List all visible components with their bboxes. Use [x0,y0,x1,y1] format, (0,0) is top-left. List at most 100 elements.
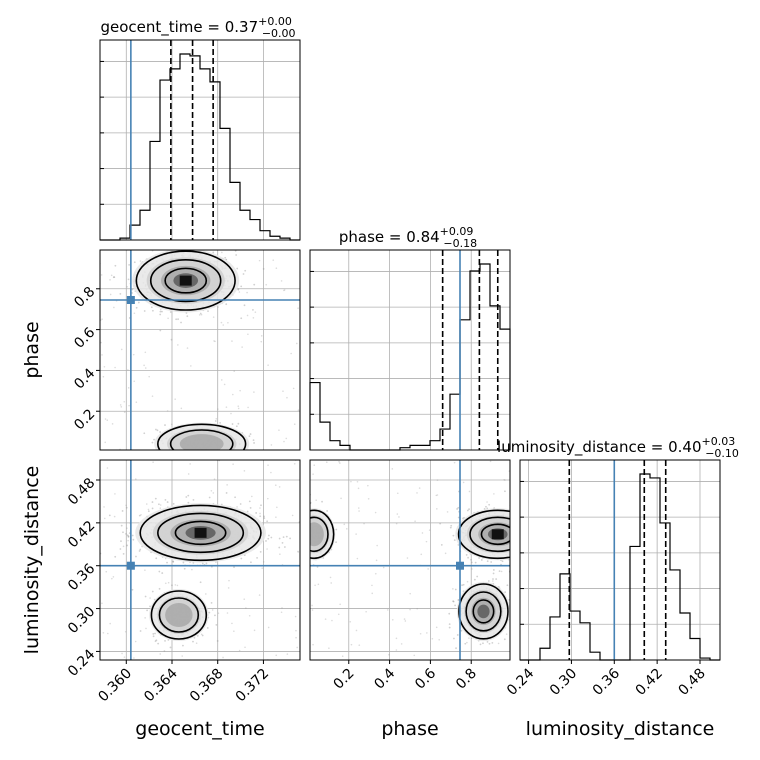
sample-point [522,545,524,547]
sample-point [145,627,147,630]
sample-point [126,285,129,288]
sample-point [513,527,515,529]
sample-point [101,354,103,356]
sample-point [530,541,532,543]
sample-point [317,583,320,586]
sample-point [303,529,305,531]
sample-point [158,503,160,506]
sample-point [521,535,523,537]
sample-point [530,554,532,556]
sample-point [198,314,201,316]
sample-point [403,618,406,620]
sample-point [270,536,273,539]
sample-point [510,617,512,619]
sample-point [222,456,224,458]
sample-point [542,550,544,552]
contour-line [465,591,502,632]
sample-point [111,423,114,425]
sample-point [225,454,227,456]
sample-point [172,502,175,505]
sample-point [357,487,360,490]
sample-point [304,531,306,533]
sample-point [513,519,515,521]
sample-point [416,607,419,610]
sample-point [267,534,270,537]
sample-point [170,338,173,341]
sample-point [151,507,154,510]
sample-point [139,630,142,632]
sample-point [546,525,548,527]
sample-point [275,654,278,657]
sample-point [425,540,428,543]
sample-point [205,246,207,248]
sample-point [278,429,280,431]
sample-point [356,480,359,483]
y-tick-label: 0.24 [65,646,98,679]
sample-point [159,431,161,433]
sample-point [304,526,306,528]
sample-point [174,457,176,459]
sample-point [159,504,162,506]
sample-point [371,584,373,587]
sample-point [253,391,255,393]
sample-point [138,550,141,552]
sample-point [191,568,193,571]
sample-point [212,469,214,471]
sample-point [311,604,313,607]
sample-point [225,492,228,494]
x-axis-label-luminosity_distance: luminosity_distance [526,718,715,740]
sample-point [476,575,479,578]
sample-point [169,311,172,313]
sample-point [517,526,519,528]
sample-point [297,307,299,309]
x-axis-label-geocent_time: geocent_time [135,718,264,740]
sample-point [510,624,512,626]
contour-line [174,520,227,546]
sample-point [482,642,484,645]
sample-point [154,632,156,635]
sample-point [531,524,533,526]
sample-point [302,550,304,552]
sample-point [461,584,463,587]
sample-point [125,504,127,507]
sample-point [512,522,514,524]
sample-point [242,273,245,275]
sample-point [525,543,527,545]
sample-point [419,632,422,635]
sample-point [518,539,520,541]
sample-point [147,508,150,511]
sample-point [259,507,261,509]
sample-point [298,530,300,532]
sample-point [205,453,207,455]
sample-point [350,643,353,646]
sample-point [144,569,146,571]
sample-point [267,364,269,366]
sample-point [215,561,217,564]
sample-point [241,346,243,348]
sample-point [492,578,494,580]
sample-point [109,279,111,281]
sample-point [489,460,492,463]
sample-point [226,451,228,453]
sample-point [414,520,416,523]
sample-point [312,473,314,475]
sample-point [521,528,523,530]
sample-point [235,254,238,256]
sample-point [426,632,428,634]
sample-point [314,584,316,587]
diag-panel-luminosity_distance: luminosity_distance = 0.40+0.03 −0.10 [497,435,739,661]
grid-phase [310,250,510,450]
density-level-2 [179,434,224,450]
sample-point [514,521,516,523]
sample-point [173,452,175,454]
sample-point [201,634,204,637]
sample-point [128,404,130,407]
clip-group [100,460,300,660]
sample-point [515,532,517,534]
sample-point [202,452,204,454]
sample-point [267,537,270,540]
sample-point [155,639,158,642]
sample-point [261,567,264,569]
sample-point [177,344,179,346]
sample-point [293,423,296,426]
